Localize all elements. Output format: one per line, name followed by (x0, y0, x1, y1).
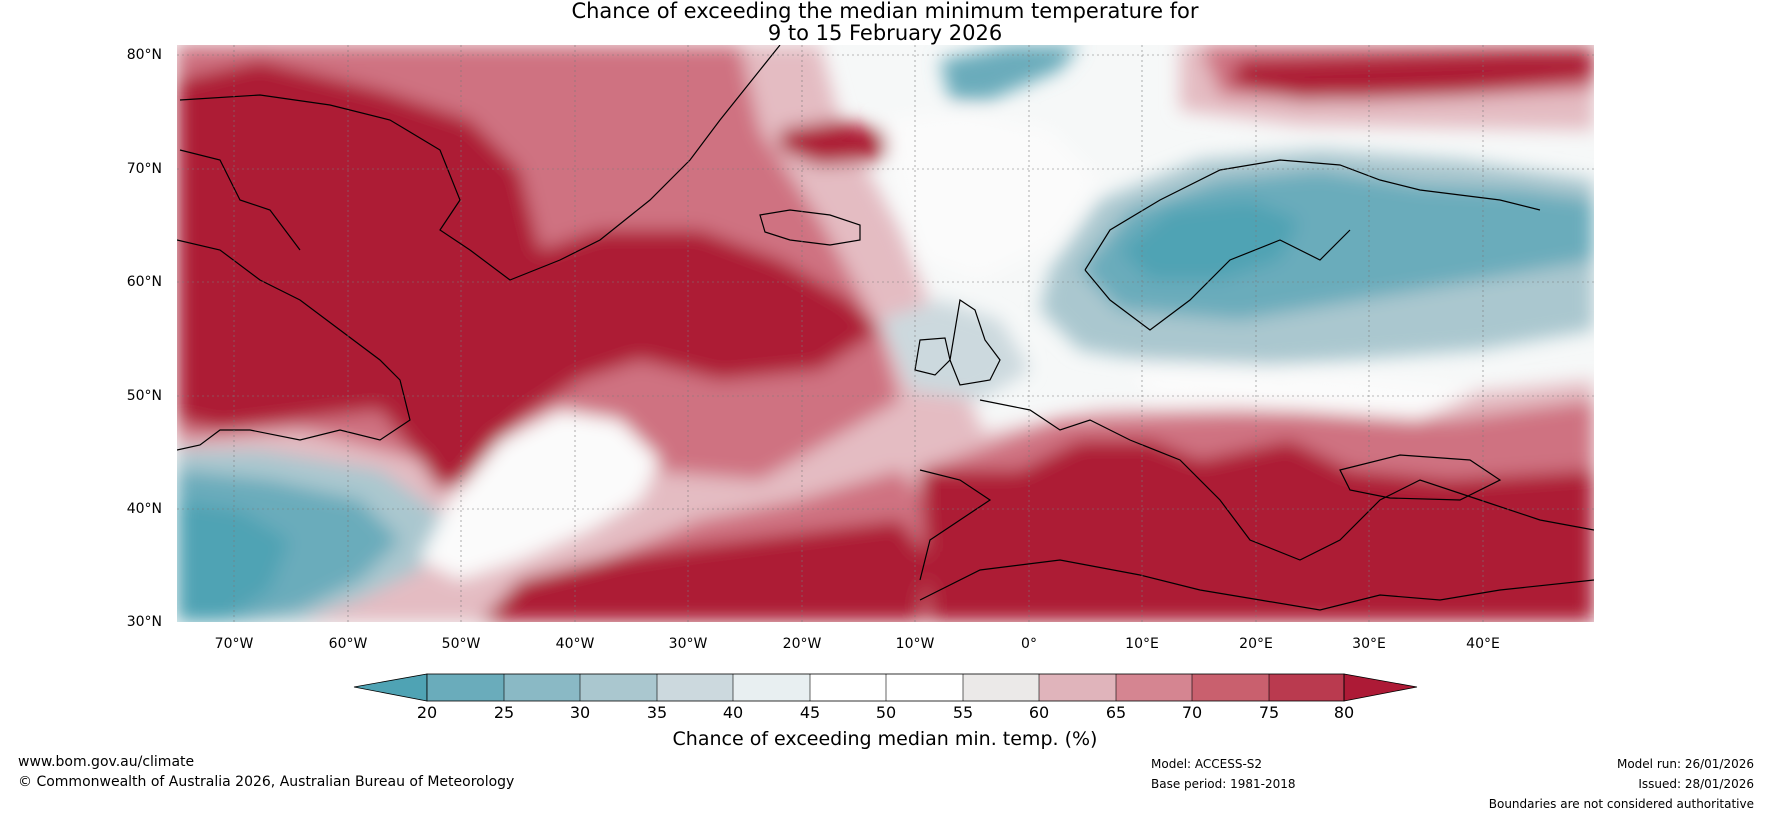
colorbar-tick: 30 (569, 703, 591, 722)
lon-label-10w: 10°W (895, 636, 935, 652)
lon-label-70w: 70°W (214, 636, 254, 652)
lon-label-50w: 50°W (441, 636, 481, 652)
lat-label-50n: 50°N (126, 388, 162, 404)
lon-label-20w: 20°W (782, 636, 822, 652)
colorbar-tick: 50 (875, 703, 897, 722)
lon-label-40e: 40°E (1466, 636, 1500, 652)
colorbar-tick: 70 (1181, 703, 1203, 722)
lon-label-30e: 30°E (1352, 636, 1386, 652)
lat-label-40n: 40°N (126, 501, 162, 517)
colorbar-tick: 80 (1333, 703, 1355, 722)
lon-label-10e: 10°E (1125, 636, 1159, 652)
colorbar-tick: 60 (1028, 703, 1050, 722)
disclaimer-text: Boundaries are not considered authoritat… (1488, 797, 1754, 811)
colorbar-segment-45-50 (810, 674, 886, 701)
lon-label-0: 0° (1021, 636, 1037, 652)
colorbar-tick: 45 (799, 703, 821, 722)
colorbar-tick: 55 (952, 703, 974, 722)
colorbar-low-extend (353, 673, 428, 702)
map-title-line1: Chance of exceeding the median minimum t… (571, 0, 1199, 23)
colorbar-segment-50-55 (886, 674, 963, 701)
colorbar-segment-60-65 (1039, 674, 1116, 701)
colorbar-label: Chance of exceeding median min. temp. (%… (672, 728, 1098, 750)
colorbar-segment-25-30 (504, 674, 580, 701)
colorbar-segment-20-25 (427, 674, 504, 701)
colorbar-segment-55-60 (963, 674, 1039, 701)
lat-label-70n: 70°N (126, 161, 162, 177)
model-text: Model: ACCESS-S2 (1151, 757, 1263, 771)
colorbar-high-extend (1343, 673, 1418, 702)
lat-label-80n: 80°N (126, 47, 162, 63)
website-link[interactable]: www.bom.gov.au/climate (18, 754, 195, 770)
colorbar-segment-75-80 (1269, 674, 1344, 701)
copyright-text: © Commonwealth of Australia 2026, Austra… (18, 774, 515, 790)
colorbar-tick: 25 (493, 703, 515, 722)
colorbar-segment-35-40 (657, 674, 733, 701)
base-period-text: Base period: 1981-2018 (1151, 777, 1296, 791)
colorbar-tick: 20 (416, 703, 438, 722)
colorbar-segment-65-70 (1116, 674, 1192, 701)
colorbar-tick: 40 (722, 703, 744, 722)
lon-label-30w: 30°W (668, 636, 708, 652)
colorbar-segment-40-45 (733, 674, 810, 701)
map-title-line2: 9 to 15 February 2026 (767, 21, 1003, 45)
probability-field (177, 45, 1594, 622)
colorbar-tick: 65 (1105, 703, 1127, 722)
colorbar-tick: 35 (646, 703, 668, 722)
model-run-text: Model run: 26/01/2026 (1616, 757, 1754, 771)
colorbar-tick: 75 (1258, 703, 1280, 722)
lon-label-20e: 20°E (1239, 636, 1273, 652)
lat-label-30n: 30°N (126, 614, 162, 630)
lat-label-60n: 60°N (126, 274, 162, 290)
colorbar (353, 673, 1418, 702)
colorbar-segment-70-75 (1192, 674, 1269, 701)
lon-label-40w: 40°W (555, 636, 595, 652)
lon-label-60w: 60°W (328, 636, 368, 652)
colorbar-segment-30-35 (580, 674, 657, 701)
issued-text: Issued: 28/01/2026 (1638, 777, 1754, 791)
